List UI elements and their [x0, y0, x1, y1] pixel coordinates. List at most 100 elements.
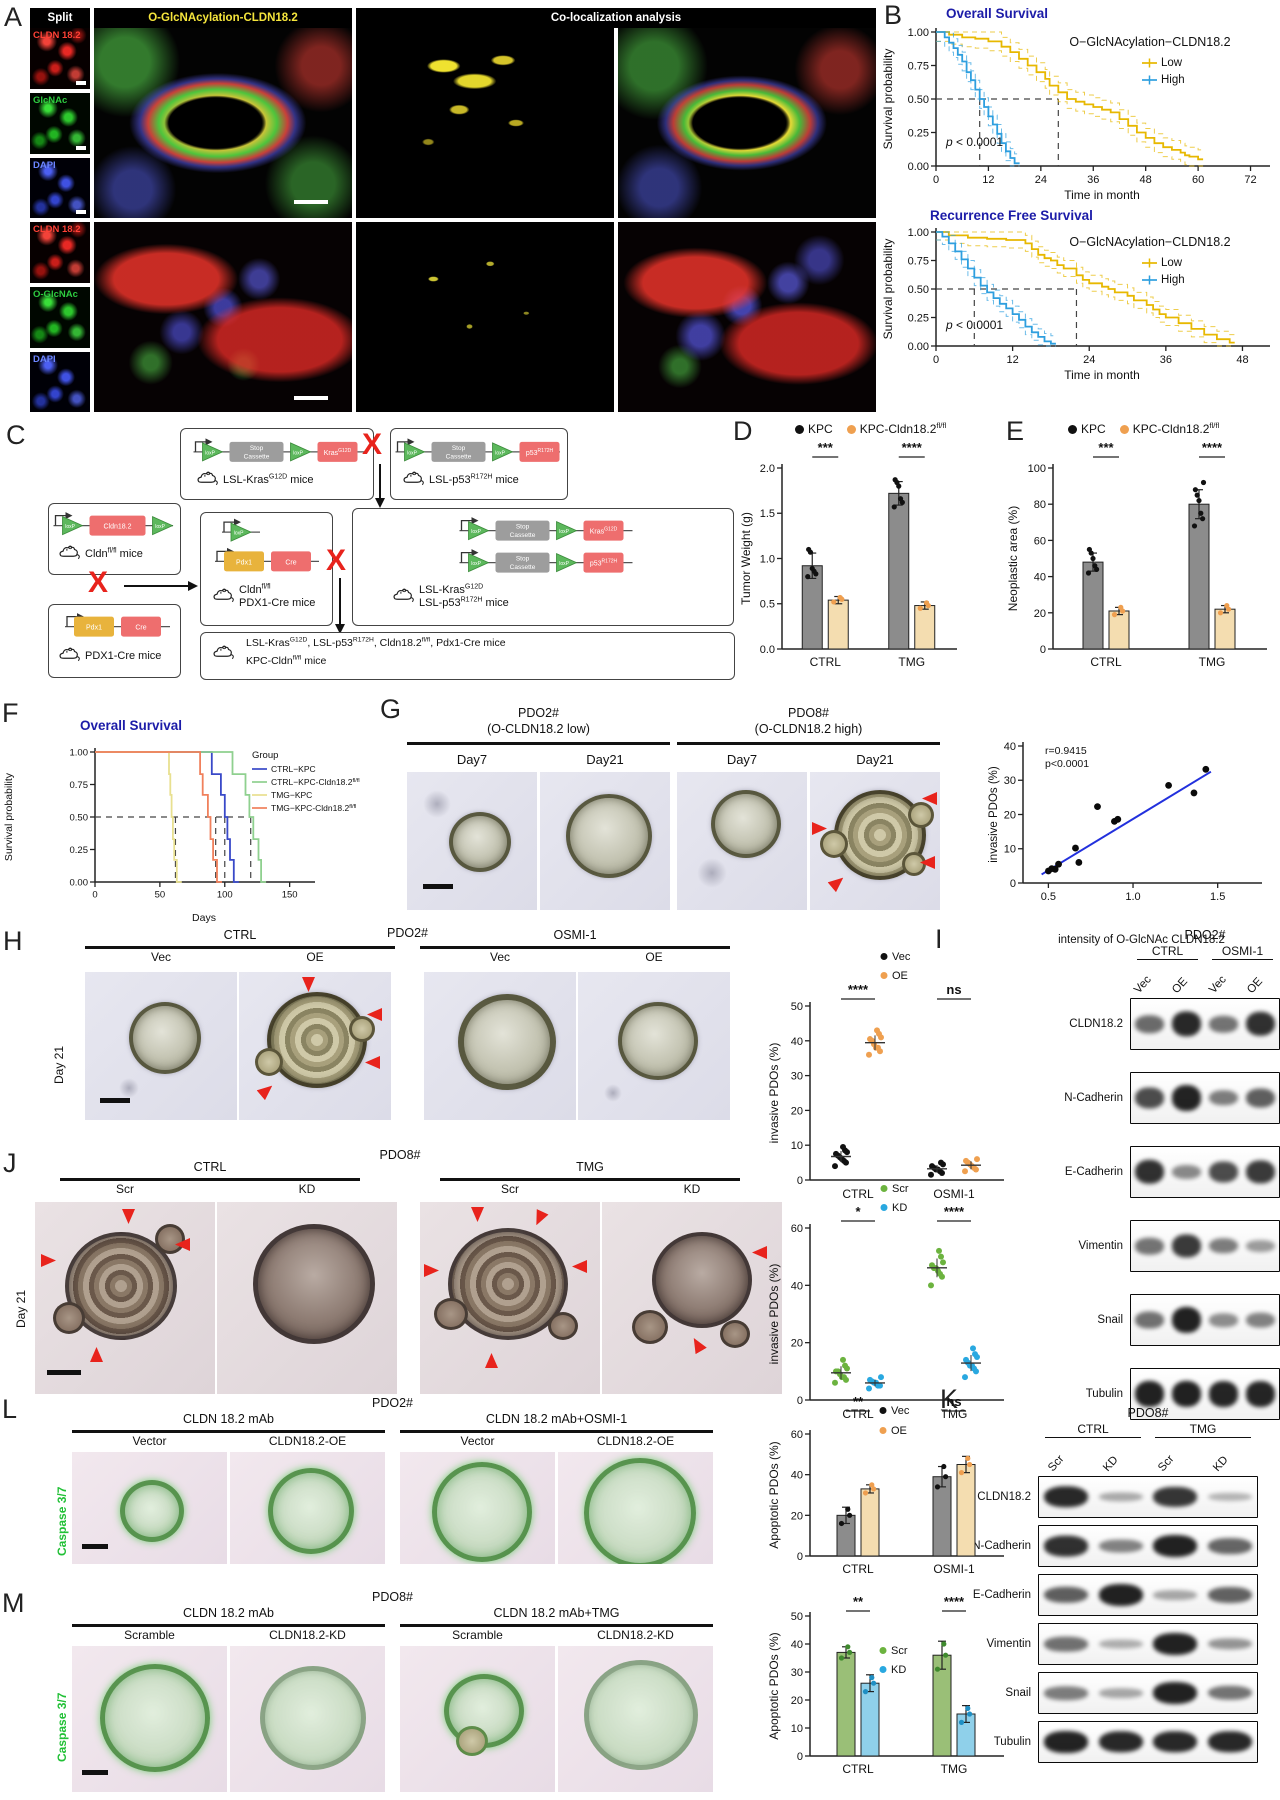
panel-i-label: I — [935, 924, 943, 954]
legend-kpc: KPC — [795, 422, 833, 436]
blot-row: Tubulin — [958, 1721, 1258, 1763]
svg-text:Stop: Stop — [452, 445, 466, 452]
svg-text:60: 60 — [1034, 535, 1046, 547]
debris — [604, 1084, 622, 1102]
svg-text:0: 0 — [933, 354, 939, 366]
invasion-arrowhead — [828, 873, 848, 893]
arrow-line — [124, 585, 190, 587]
apoptotic-pdo-bar-chart: 0 20 40 60 Apoptotic PDOs (%) CTRL ** OSMI-1 ns V… — [767, 1394, 1004, 1576]
panel-h-title: PDO2# — [387, 926, 428, 940]
svg-text:Tumor Weight (g): Tumor Weight (g) — [739, 512, 753, 605]
panel-a-label: A — [4, 2, 23, 32]
invasive-bud — [902, 852, 926, 876]
svg-text:CTRL: CTRL — [1090, 655, 1122, 669]
svg-text:Survival probability: Survival probability — [3, 772, 15, 861]
mab-group-label: CLDN 18.2 mAb — [182, 1606, 274, 1620]
final-genotype-line: LSL-KrasG12D, LSL-p53R172H, Cldn18.2fl/f… — [246, 636, 506, 649]
osmi1-oe-image — [578, 972, 730, 1120]
arrow-line — [339, 578, 341, 626]
split-image-cldn18-2-row2: CLDN 18.2 — [30, 222, 90, 283]
panel-d-label: D — [733, 416, 753, 446]
svg-text:**: ** — [853, 1394, 864, 1409]
osmi1-vec-image — [424, 972, 576, 1120]
panel-l-title: PDO2# — [372, 1396, 413, 1410]
svg-text:TMG−KPC-Cldn18.2fl/fl: TMG−KPC-Cldn18.2fl/fl — [271, 803, 356, 813]
svg-text:50: 50 — [791, 1611, 803, 1623]
colocalization-merge-image — [618, 28, 876, 218]
svg-text:0.5: 0.5 — [760, 599, 775, 611]
blot-row: CLDN18.2 — [1052, 998, 1280, 1050]
split-image-dapi: DAPI — [30, 158, 90, 218]
scale-bar — [76, 210, 86, 214]
svg-text:loxP: loxP — [559, 561, 569, 567]
svg-text:Time in month: Time in month — [1064, 188, 1140, 202]
merged-if-image-row2 — [94, 222, 352, 412]
oglcnac-header: O-GlcNAcylation-CLDN18.2 — [94, 8, 352, 28]
organoid — [618, 1002, 698, 1080]
svg-text:40: 40 — [791, 1639, 803, 1651]
cldn-pdx1cre-box — [200, 512, 333, 626]
svg-text:12: 12 — [1006, 354, 1018, 366]
scale-bar — [423, 884, 453, 889]
svg-text:0.00: 0.00 — [908, 161, 929, 173]
svg-text:0: 0 — [1010, 878, 1016, 890]
tumor-weight-bar-chart: 0.0 0.5 1.0 1.5 2.0 Tumor Weight (g) CTRL *** TM… — [739, 440, 957, 669]
invasive-bud — [820, 830, 848, 858]
legend-dot — [1119, 424, 1129, 434]
tmg-scr-image — [420, 1202, 600, 1394]
loxp-construct: loxP — [222, 518, 260, 542]
svg-text:O−GlcNAcylation−CLDN18.2: O−GlcNAcylation−CLDN18.2 — [1069, 35, 1230, 49]
svg-text:Vec: Vec — [891, 1405, 910, 1417]
svg-text:72: 72 — [1244, 174, 1256, 186]
mouse-icon — [212, 644, 234, 663]
svg-text:invasive PDOs (%): invasive PDOs (%) — [988, 766, 1000, 863]
arrow-head — [188, 581, 198, 591]
kpc-cldn-final-box — [200, 632, 735, 680]
apoptotic-organoid — [584, 1458, 696, 1564]
apoptotic-organoid — [120, 1480, 184, 1542]
kd-label: KD — [683, 1182, 701, 1196]
blot-group-labels: CTRL TMG — [1038, 1422, 1258, 1438]
svg-text:24: 24 — [1035, 174, 1047, 186]
svg-text:20: 20 — [791, 1105, 803, 1117]
overall-survival-title: Overall Survival — [946, 6, 1049, 21]
panel-f-label: F — [2, 698, 19, 728]
svg-text:Pdx1: Pdx1 — [236, 559, 252, 566]
svg-text:p < 0.0001: p < 0.0001 — [945, 318, 1003, 332]
blot-lane-labels: Vec OE Vec OE — [1132, 973, 1265, 996]
scale-bar — [76, 81, 86, 85]
channel-label: DAPI — [33, 354, 56, 365]
pdo2-western-blot: PDO2# CTRL OSMI-1 Vec OE Vec OE CLDN18.2 N-Cadhe… — [1052, 928, 1280, 1442]
blot-title: PDO2# — [1184, 928, 1226, 942]
svg-text:*: * — [855, 1204, 861, 1219]
rfs-title: Recurrence Free Survival — [930, 208, 1093, 223]
colocalization-mask-image — [356, 28, 614, 218]
legend-dot — [1068, 424, 1077, 434]
rfs-km-plot: 0.00 0.25 0.50 0.75 1.00 0 12 24 36 48 Survival pr… — [881, 227, 1270, 382]
invasive-bud — [255, 1048, 283, 1076]
invasion-arrowhead — [471, 1207, 484, 1222]
group-underline — [677, 742, 940, 745]
svg-text:0: 0 — [797, 1395, 803, 1407]
svg-text:ns: ns — [946, 1394, 961, 1409]
svg-text:30: 30 — [791, 1071, 803, 1083]
svg-text:0.25: 0.25 — [908, 127, 929, 139]
overall-survival-km-plot: 0.00 0.25 0.50 0.75 1.00 0 12 24 36 48 60 72 Surviva… — [881, 27, 1270, 202]
svg-text:40: 40 — [1034, 572, 1046, 584]
svg-text:ns: ns — [946, 982, 961, 997]
svg-text:p53R172H: p53R172H — [526, 448, 554, 457]
svg-text:Pdx1: Pdx1 — [86, 625, 102, 632]
mouse-icon — [392, 587, 414, 606]
group-underline — [400, 1430, 713, 1433]
pdx1-cre-mice: PDX1-Cre mice — [58, 646, 161, 665]
panel-l-label: L — [2, 1394, 18, 1424]
svg-text:KD: KD — [891, 1664, 906, 1676]
organoid — [711, 790, 781, 858]
svg-text:48: 48 — [1140, 174, 1152, 186]
neoplastic-area-bar-chart: 0 20 40 60 80 100 Neoplastic area (%) CTRL *** TM… — [1006, 440, 1267, 669]
panel-b-label: B — [884, 0, 903, 30]
pdx1-cre-construct-2: Pdx1 Cre — [65, 613, 170, 637]
svg-text:OSMI-1: OSMI-1 — [933, 1187, 975, 1201]
svg-text:r=0.9415: r=0.9415 — [1045, 745, 1087, 757]
organoid — [584, 1660, 698, 1770]
